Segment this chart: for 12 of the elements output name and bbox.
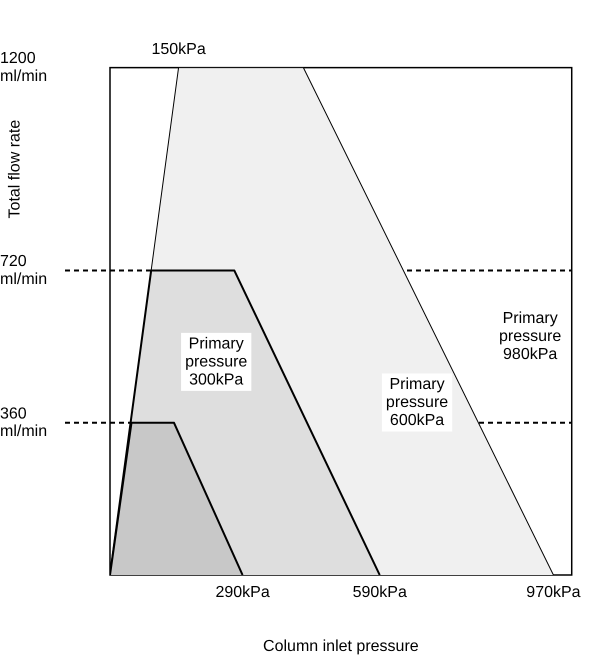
y-tick-label: 360 ml/min: [0, 405, 48, 440]
x-tick-label: 590kPa: [352, 584, 407, 602]
annotation: 150kPa: [151, 41, 206, 58]
annotation: Primary pressure 600kPa: [386, 376, 448, 429]
y-tick-label: 720 ml/min: [0, 253, 48, 288]
x-axis-title: Column inlet pressure: [263, 638, 419, 655]
y-tick-label: 1200 ml/min: [0, 50, 48, 85]
annotation: Primary pressure 980kPa: [499, 310, 562, 363]
x-tick-label: 290kPa: [215, 584, 270, 602]
y-axis-title: Total flow rate: [6, 120, 24, 218]
annotation: Primary pressure 300kPa: [185, 335, 248, 388]
x-tick-label: 970kPa: [526, 584, 581, 602]
